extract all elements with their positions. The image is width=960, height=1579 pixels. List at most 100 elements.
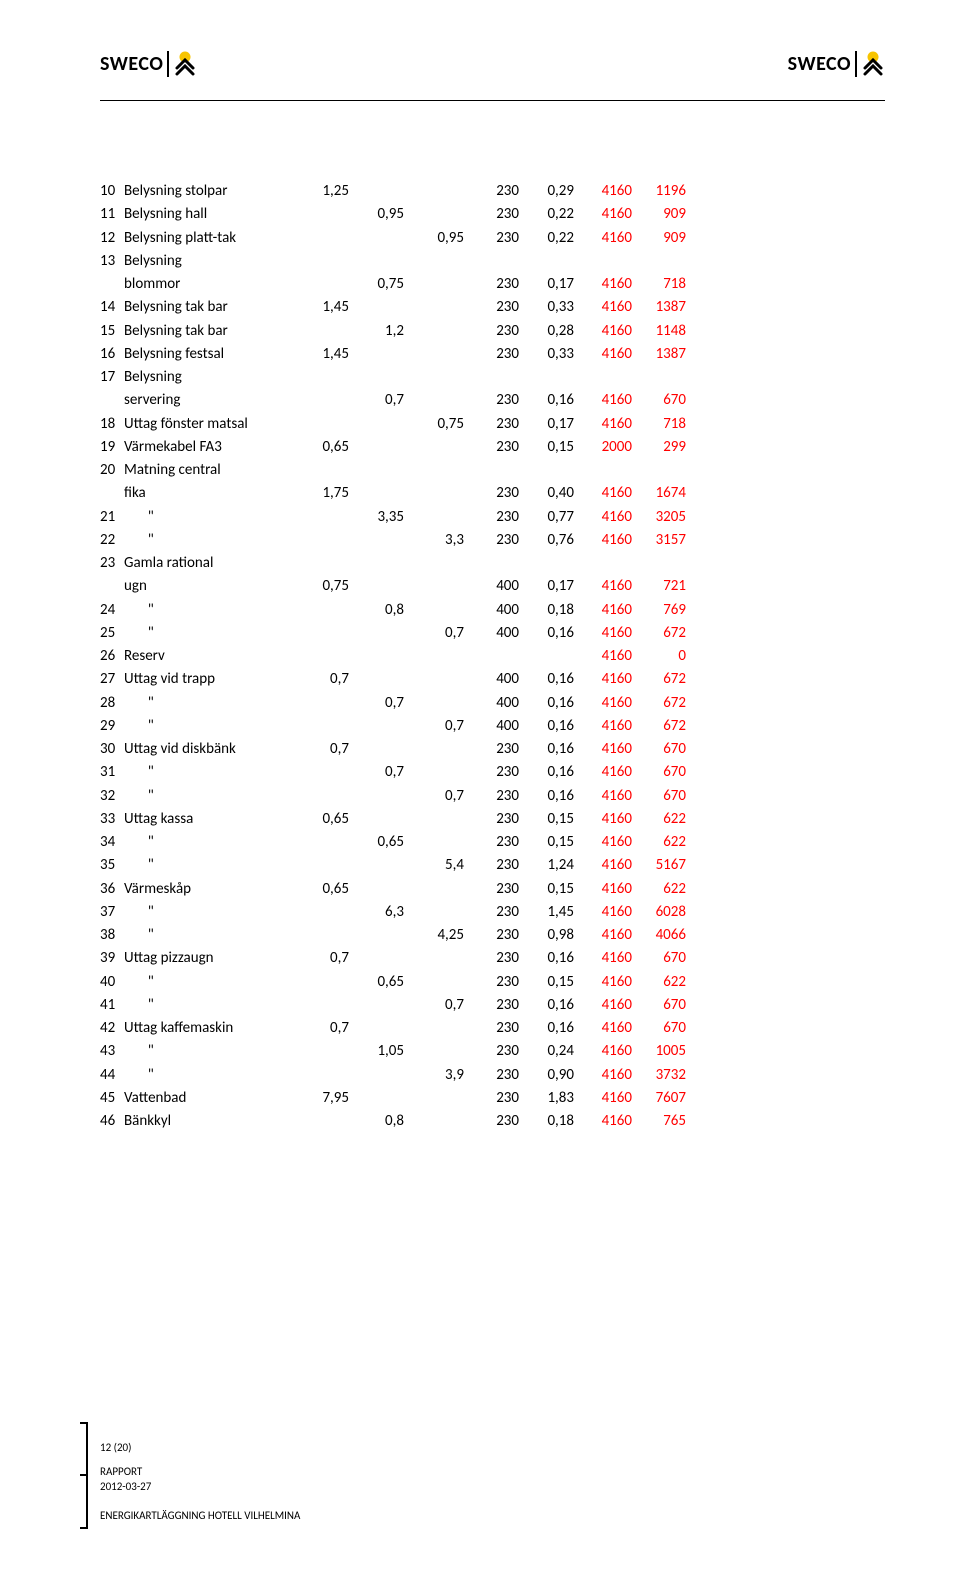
row-label: Reserv [124, 645, 294, 668]
data-table: 10Belysning stolpar1,252300,294160119611… [100, 180, 885, 1133]
table-row: 31 "0,72300,164160670 [100, 761, 885, 784]
table-row: 21 "3,352300,7741603205 [100, 506, 885, 529]
row-label: Belysning tak bar [124, 296, 294, 319]
row-label: Uttag vid trapp [124, 668, 294, 691]
footer-tick [80, 1474, 88, 1476]
value-col: 0,95 [404, 227, 464, 250]
energy-col: 670 [632, 1017, 686, 1040]
table-row: 19Värmekabel FA30,652300,152000299 [100, 436, 885, 459]
current-col: 1,45 [519, 901, 574, 924]
row-number: 41 [100, 994, 124, 1017]
row-label: servering [124, 389, 294, 412]
value-col [349, 413, 404, 436]
energy-col: 1387 [632, 296, 686, 319]
energy-col: 670 [632, 947, 686, 970]
table-row: 33Uttag kassa0,652300,154160622 [100, 808, 885, 831]
table-row: 32 "0,72300,164160670 [100, 785, 885, 808]
hours-col: 4160 [574, 668, 632, 691]
table-row: 10Belysning stolpar1,252300,2941601196 [100, 180, 885, 203]
row-label: Uttag pizzaugn [124, 947, 294, 970]
value-col: 0,7 [404, 715, 464, 738]
value-col: 0,65 [349, 831, 404, 854]
current-col: 0,16 [519, 622, 574, 645]
current-col: 0,22 [519, 203, 574, 226]
value-col [404, 878, 464, 901]
value-col [404, 296, 464, 319]
current-col: 0,16 [519, 785, 574, 808]
hours-col: 4160 [574, 854, 632, 877]
energy-col: 765 [632, 1110, 686, 1133]
value-col [294, 1064, 349, 1087]
energy-col: 672 [632, 668, 686, 691]
table-row: 44 "3,92300,9041603732 [100, 1064, 885, 1087]
table-row: 17Belysning [100, 366, 885, 389]
value-col [294, 1040, 349, 1063]
current-col: 0,77 [519, 506, 574, 529]
value-col: 0,75 [349, 273, 404, 296]
row-label: Uttag vid diskbänk [124, 738, 294, 761]
value-col [294, 645, 349, 668]
row-number [100, 575, 124, 598]
value-col: 3,9 [404, 1064, 464, 1087]
table-row: 29 "0,74000,164160672 [100, 715, 885, 738]
current-col: 0,17 [519, 413, 574, 436]
hours-col: 4160 [574, 645, 632, 668]
current-col: 0,98 [519, 924, 574, 947]
row-label: " [124, 599, 294, 622]
table-row: 27Uttag vid trapp0,74000,164160672 [100, 668, 885, 691]
voltage-col: 230 [464, 227, 519, 250]
value-col [404, 761, 464, 784]
row-number: 44 [100, 1064, 124, 1087]
voltage-col: 230 [464, 1017, 519, 1040]
table-row: 26Reserv41600 [100, 645, 885, 668]
current-col: 0,15 [519, 971, 574, 994]
value-col [294, 1110, 349, 1133]
brand-text: SWECO [100, 52, 163, 76]
energy-col: 670 [632, 994, 686, 1017]
row-label: Belysning hall [124, 203, 294, 226]
row-number: 20 [100, 459, 124, 482]
logo-separator [167, 51, 169, 77]
row-label: Bänkkyl [124, 1110, 294, 1133]
hours-col: 2000 [574, 436, 632, 459]
current-col: 0,17 [519, 273, 574, 296]
value-col [404, 668, 464, 691]
table-row: ugn0,754000,174160721 [100, 575, 885, 598]
value-col [404, 320, 464, 343]
value-col [349, 575, 404, 598]
row-number: 34 [100, 831, 124, 854]
value-col [349, 180, 404, 203]
row-label: fika [124, 482, 294, 505]
voltage-col: 230 [464, 1087, 519, 1110]
voltage-col: 230 [464, 482, 519, 505]
table-row: 25 "0,74000,164160672 [100, 622, 885, 645]
value-col [349, 645, 404, 668]
energy-col: 670 [632, 761, 686, 784]
row-label: " [124, 692, 294, 715]
current-col: 0,15 [519, 878, 574, 901]
hours-col: 4160 [574, 296, 632, 319]
footer-project: ENERGIKARTLÄGGNING HOTELL VILHELMINA [100, 1509, 300, 1524]
value-col [404, 808, 464, 831]
row-number: 12 [100, 227, 124, 250]
value-col [404, 203, 464, 226]
value-col [349, 1087, 404, 1110]
value-col [294, 924, 349, 947]
row-number [100, 389, 124, 412]
value-col: 0,7 [294, 668, 349, 691]
energy-col: 622 [632, 971, 686, 994]
value-col: 0,75 [294, 575, 349, 598]
table-row: 23Gamla rational [100, 552, 885, 575]
hours-col: 4160 [574, 831, 632, 854]
hours-col: 4160 [574, 273, 632, 296]
value-col: 1,05 [349, 1040, 404, 1063]
voltage-col: 230 [464, 994, 519, 1017]
value-col [404, 343, 464, 366]
energy-col: 4066 [632, 924, 686, 947]
table-row: fika1,752300,4041601674 [100, 482, 885, 505]
hours-col: 4160 [574, 506, 632, 529]
voltage-col: 230 [464, 529, 519, 552]
value-col: 0,65 [294, 808, 349, 831]
current-col: 0,16 [519, 715, 574, 738]
value-col [404, 1040, 464, 1063]
